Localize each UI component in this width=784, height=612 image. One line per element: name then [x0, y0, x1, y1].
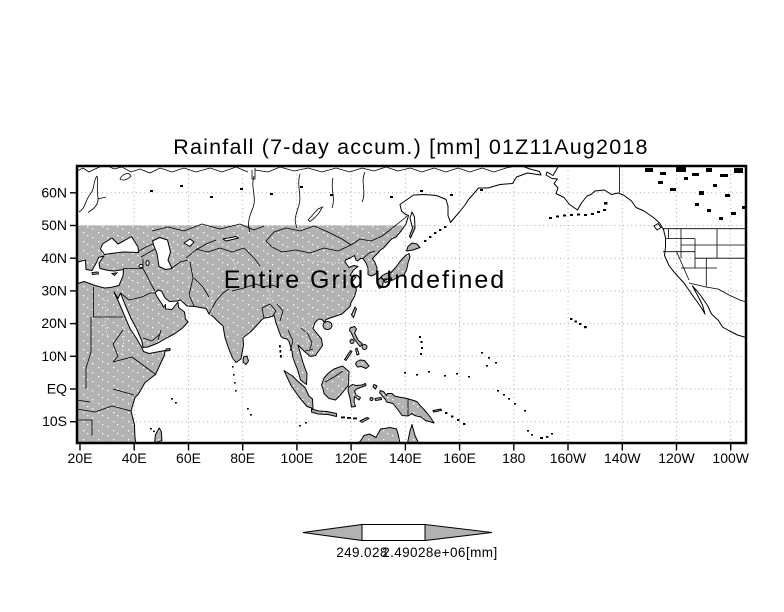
lat-label: 20N	[41, 315, 67, 331]
caspian-sea	[152, 237, 173, 270]
colorbar-max-label: 2.49028e+06	[382, 545, 466, 560]
colorbar-right-arrow	[424, 523, 493, 542]
mediterranean-sea	[77, 255, 124, 289]
grid-undefined-message: Entire Grid Undefined	[224, 266, 506, 294]
lon-label: 20E	[68, 450, 93, 466]
lon-label: 80E	[230, 450, 255, 466]
lake-urmia	[145, 260, 150, 266]
lon-label: 40E	[122, 450, 147, 466]
colorbar-unit-label: [mm]	[466, 545, 498, 560]
rivers	[103, 243, 353, 357]
lat-label: 50N	[41, 217, 67, 233]
colorbar-mid-cell	[361, 524, 426, 541]
latitude-axis: 60N 50N 40N 30N 20N 10N EQ 10S	[41, 185, 67, 430]
lon-label: 100W	[712, 450, 749, 466]
lake-van	[138, 264, 144, 268]
lon-label: 180	[502, 450, 526, 466]
mediterranean-islands	[91, 271, 119, 277]
lon-label: 120W	[658, 450, 695, 466]
lon-label: 160W	[550, 450, 587, 466]
lon-label: 140E	[389, 450, 422, 466]
black-sea	[100, 236, 139, 255]
map-frame	[75, 164, 748, 445]
colorbar-min-label: 249.028	[336, 545, 388, 560]
axis-ticks	[70, 192, 732, 451]
aral-sea	[183, 238, 195, 247]
colorbar: 249.028 2.49028e+06 [mm]	[302, 523, 498, 560]
lake-balkhash	[222, 236, 239, 242]
lat-label: 10N	[41, 348, 67, 364]
lat-label: EQ	[47, 381, 67, 397]
lat-label: 60N	[41, 185, 67, 201]
lat-label: 10S	[42, 413, 67, 429]
lon-label: 160E	[443, 450, 476, 466]
lon-label: 140W	[604, 450, 641, 466]
lat-label: 40N	[41, 250, 67, 266]
longitude-axis: 20E 40E 60E 80E 100E 120E 140E 160E 180 …	[68, 450, 750, 466]
high-latitude-detail	[76, 165, 517, 233]
inland-seas	[77, 236, 239, 289]
lon-label: 60E	[176, 450, 201, 466]
lon-label: 100E	[281, 450, 314, 466]
island-specks	[150, 167, 745, 439]
lon-label: 120E	[335, 450, 368, 466]
shaded-land-region	[77, 225, 445, 443]
political-borders	[76, 166, 747, 436]
colorbar-left-arrow	[302, 523, 363, 542]
lat-label: 30N	[41, 283, 67, 299]
plot-title: Rainfall (7-day accum.) [mm] 01Z11Aug201…	[173, 135, 648, 159]
